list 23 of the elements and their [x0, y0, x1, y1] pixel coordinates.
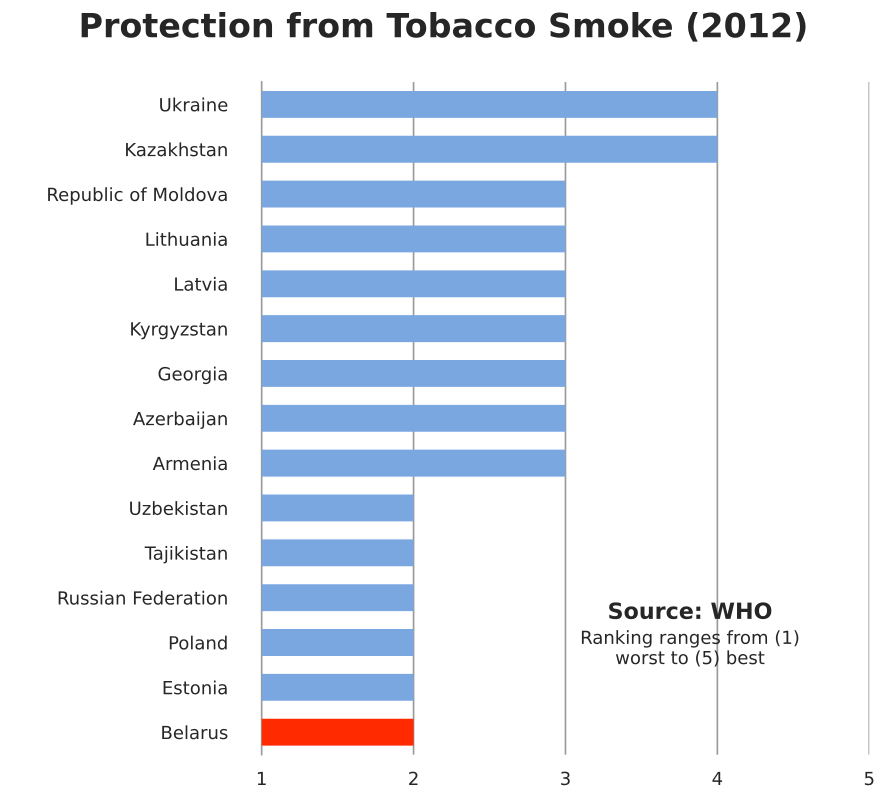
y-tick-label: Lithuania [146, 232, 227, 246]
y-tick-label: Azerbaijan [133, 411, 227, 429]
chart-title: Protection from Tobacco Smoke (2012) [82, 12, 806, 42]
x-tick-label: 5 [864, 772, 874, 786]
x-tick-label: 1 [258, 772, 266, 785]
y-tick-label: Republic of Moldova [48, 187, 227, 205]
y-tick-label: Armenia [152, 456, 227, 470]
y-tick-label: Kyrgyzstan [131, 322, 227, 340]
y-tick-label: Uzbekistan [130, 501, 227, 516]
y-tick-label: Estonia [164, 680, 227, 694]
y-tick-label: Belarus [162, 725, 228, 740]
x-tick-label: 3 [561, 772, 570, 786]
x-tick-label: 4 [712, 772, 722, 785]
annotation: Source: WHO [609, 602, 772, 620]
y-tick-label: Georgia [158, 366, 227, 384]
y-tick-label: Russian Federation [58, 590, 227, 605]
annotation: Ranking ranges from (1) worst to (5) best [582, 630, 798, 666]
x-tick-label: 2 [409, 772, 418, 785]
y-tick-label: Ukraine [160, 98, 228, 112]
y-tick-label: Kazakhstan [126, 142, 227, 156]
y-tick-label: Poland [170, 636, 227, 650]
y-tick-label: Latvia [175, 276, 227, 291]
y-tick-label: Tajikistan [144, 546, 227, 564]
